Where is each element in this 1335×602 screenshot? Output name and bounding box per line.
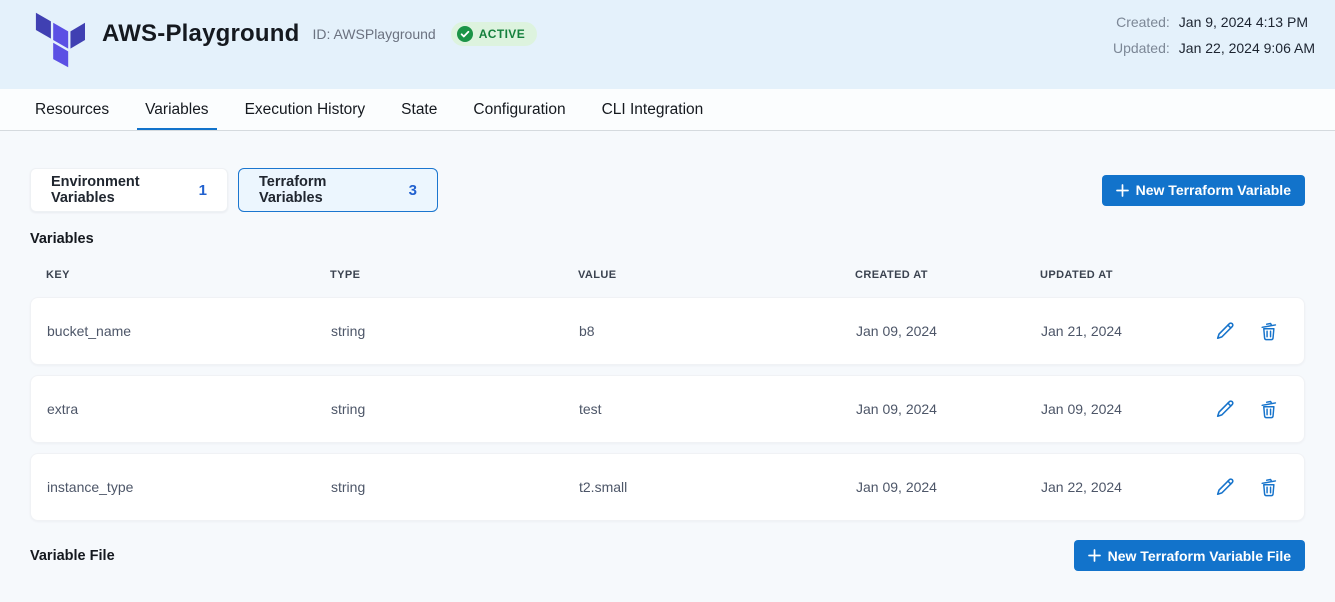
workspace-id: ID: AWSPlayground xyxy=(312,26,436,42)
edit-icon[interactable] xyxy=(1214,398,1236,420)
table-row: extra string test Jan 09, 2024 Jan 09, 2… xyxy=(30,375,1305,443)
edit-icon[interactable] xyxy=(1214,320,1236,342)
created-label: Created: xyxy=(1116,14,1170,30)
tab-execution-history[interactable]: Execution History xyxy=(244,100,366,118)
variable-key: extra xyxy=(47,401,79,417)
workspace-meta: Created: Jan 9, 2024 4:13 PM Updated: Ja… xyxy=(1113,14,1315,56)
workspace-header: AWS-Playground ID: AWSPlayground ACTIVE … xyxy=(0,0,1335,89)
variables-section-title: Variables xyxy=(30,231,94,247)
workspace-tabs: Resources Variables Execution History St… xyxy=(0,89,1335,131)
new-terraform-variable-file-label: New Terraform Variable File xyxy=(1107,547,1291,564)
tab-variables[interactable]: Variables xyxy=(137,89,218,130)
delete-icon[interactable] xyxy=(1258,476,1280,498)
updated-value: Jan 22, 2024 9:06 AM xyxy=(1178,40,1315,56)
variable-created-at: Jan 09, 2024 xyxy=(856,479,937,495)
filter-terraform-count: 3 xyxy=(408,181,417,199)
tab-resources[interactable]: Resources xyxy=(35,100,110,118)
variable-created-at: Jan 09, 2024 xyxy=(856,401,937,417)
tab-configuration[interactable]: Configuration xyxy=(473,100,566,118)
tab-cli-integration[interactable]: CLI Integration xyxy=(601,100,704,118)
filter-environment-variables[interactable]: Environment Variables 1 xyxy=(30,168,228,212)
variable-updated-at: Jan 21, 2024 xyxy=(1041,323,1122,339)
variables-table-header: KEY TYPE VALUE CREATED AT UPDATED AT xyxy=(30,269,1305,281)
variable-updated-at: Jan 09, 2024 xyxy=(1041,401,1122,417)
check-circle-icon xyxy=(456,26,473,42)
variable-value: test xyxy=(579,401,602,417)
column-header-value: VALUE xyxy=(578,269,617,281)
workspace-title: AWS-Playground xyxy=(102,20,300,47)
terraform-logo-icon xyxy=(35,12,85,68)
column-header-type: TYPE xyxy=(330,269,361,281)
status-badge-label: ACTIVE xyxy=(478,27,526,41)
variable-file-section-title: Variable File xyxy=(30,547,115,564)
column-header-created-at: CREATED AT xyxy=(855,269,928,281)
table-row: bucket_name string b8 Jan 09, 2024 Jan 2… xyxy=(30,297,1305,365)
status-badge: ACTIVE xyxy=(450,22,538,46)
variable-key: instance_type xyxy=(47,479,134,495)
variable-type: string xyxy=(331,323,366,339)
tab-state[interactable]: State xyxy=(401,100,438,118)
variable-type: string xyxy=(331,479,366,495)
new-terraform-variable-file-button[interactable]: New Terraform Variable File xyxy=(1073,540,1305,571)
new-terraform-variable-button[interactable]: New Terraform Variable xyxy=(1101,174,1305,206)
plus-icon xyxy=(1087,549,1101,562)
variable-updated-at: Jan 22, 2024 xyxy=(1041,479,1122,495)
new-terraform-variable-label: New Terraform Variable xyxy=(1135,182,1291,198)
variable-value: t2.small xyxy=(579,479,628,495)
variables-page: Environment Variables 1 Terraform Variab… xyxy=(0,168,1335,571)
updated-label: Updated: xyxy=(1112,40,1170,56)
edit-icon[interactable] xyxy=(1214,476,1236,498)
variable-value: b8 xyxy=(579,323,595,339)
plus-icon xyxy=(1115,183,1129,197)
variable-key: bucket_name xyxy=(47,323,132,339)
filter-environment-label: Environment Variables xyxy=(51,174,140,206)
variable-type: string xyxy=(331,401,366,417)
column-header-updated-at: UPDATED AT xyxy=(1040,269,1113,281)
table-row: instance_type string t2.small Jan 09, 20… xyxy=(30,453,1305,521)
filter-environment-count: 1 xyxy=(198,181,207,199)
column-header-key: KEY xyxy=(46,269,70,281)
created-value: Jan 9, 2024 4:13 PM xyxy=(1178,14,1308,30)
delete-icon[interactable] xyxy=(1258,320,1280,342)
filter-terraform-label: Terraform Variables xyxy=(259,174,327,206)
variable-created-at: Jan 09, 2024 xyxy=(856,323,937,339)
filter-terraform-variables[interactable]: Terraform Variables 3 xyxy=(238,168,438,212)
delete-icon[interactable] xyxy=(1258,398,1280,420)
